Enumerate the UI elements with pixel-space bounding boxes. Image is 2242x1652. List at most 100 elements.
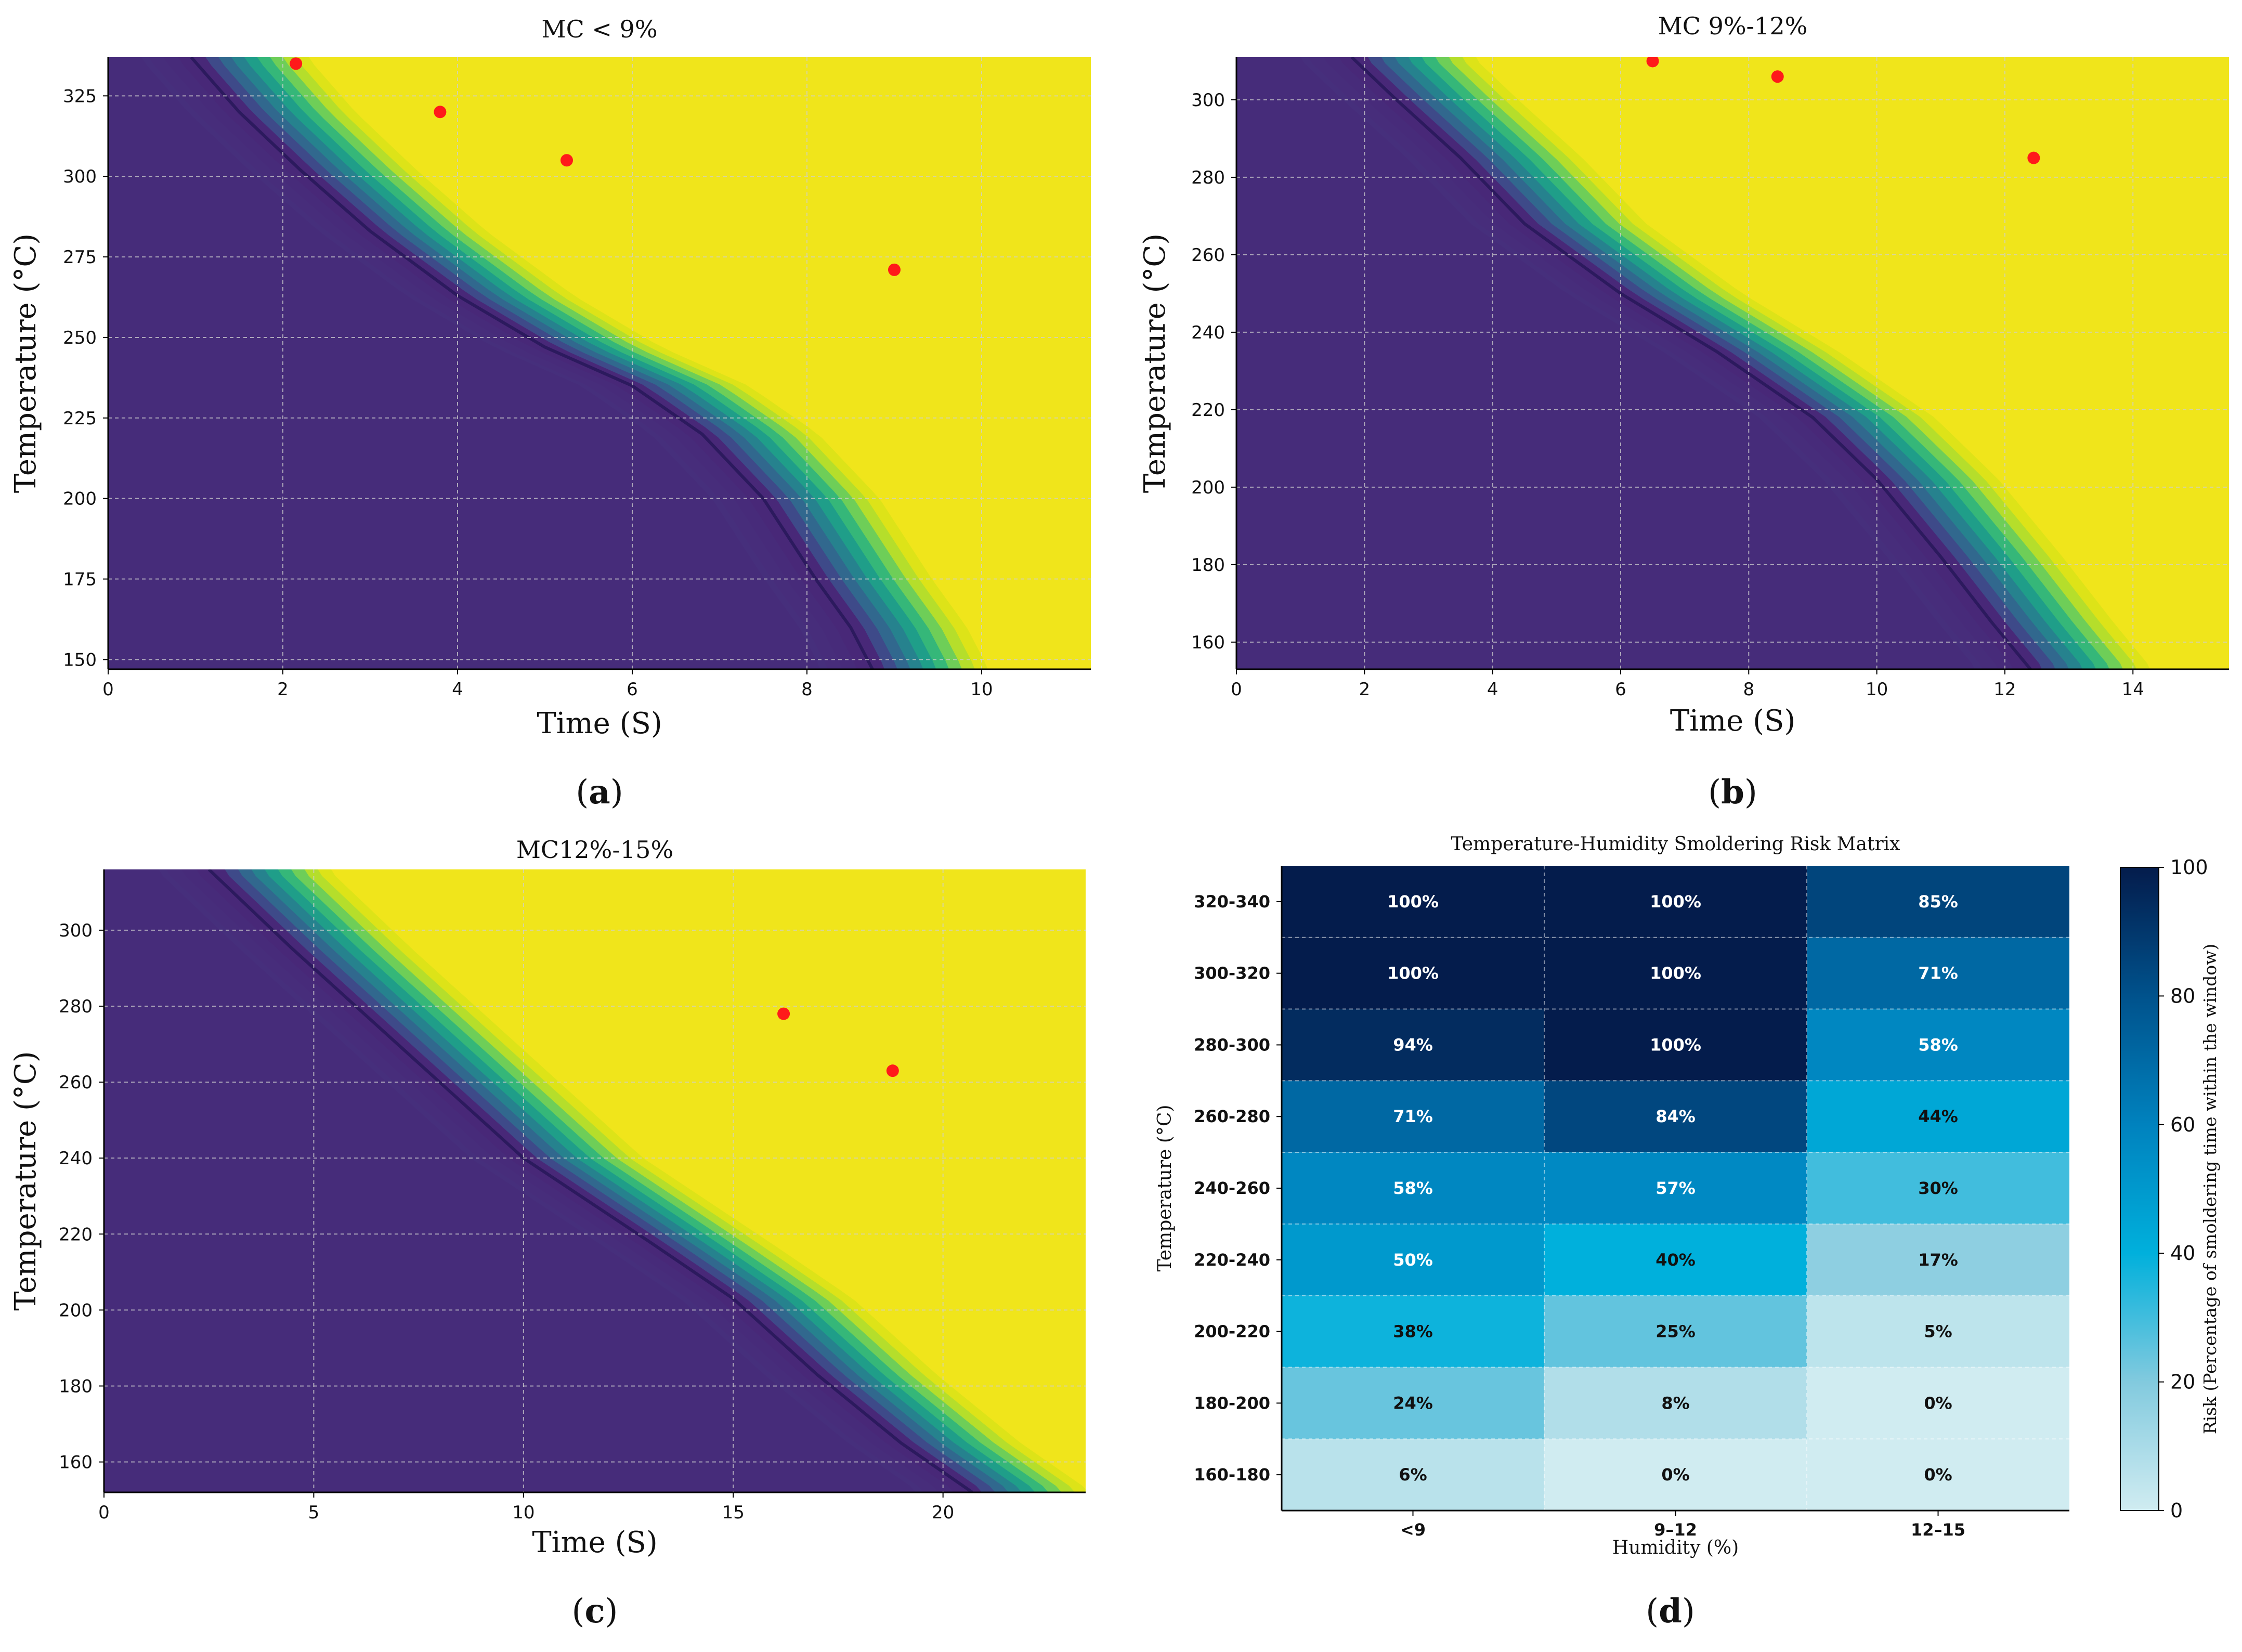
heatmap-cell xyxy=(1544,1152,1807,1224)
y-tick-label: 180-200 xyxy=(1194,1393,1270,1413)
chart-title: MC12%-15% xyxy=(516,836,673,864)
heatmap-cell xyxy=(1282,1081,1544,1153)
y-tick-label: 175 xyxy=(63,569,97,590)
colorbar-tick-label: 40 xyxy=(2170,1242,2195,1265)
x-tick-label: 4 xyxy=(1487,679,1498,700)
y-tick-label: 240-260 xyxy=(1194,1178,1270,1198)
heatmap-cell-label: 100% xyxy=(1387,892,1439,912)
panel-label: (d) xyxy=(1646,1592,1695,1631)
heatmap-cell-label: 100% xyxy=(1387,964,1439,983)
heatmap-cell-label: 71% xyxy=(1393,1107,1433,1126)
heatmap-cell xyxy=(1807,1295,2069,1368)
y-tick-label: 200 xyxy=(63,489,97,510)
boundary-line xyxy=(207,869,973,1492)
heatmap-cell-label: 57% xyxy=(1656,1178,1696,1198)
y-tick-label: 200-220 xyxy=(1194,1322,1270,1342)
y-tick-label: 320-340 xyxy=(1194,892,1270,912)
y-tick-label: 300 xyxy=(59,920,93,941)
colorbar-tick-label: 0 xyxy=(2170,1499,2183,1522)
colorbar xyxy=(2120,867,2159,1511)
heatmap-cell xyxy=(1544,1439,1807,1511)
y-tick-label: 220 xyxy=(59,1224,93,1245)
heatmap-cell-label: 100% xyxy=(1650,892,1701,912)
y-tick-label: 280 xyxy=(1191,167,1225,188)
heatmap-cell-label: 17% xyxy=(1918,1250,1958,1270)
heatmap-cell xyxy=(1282,1009,1544,1081)
x-tick-label: 20 xyxy=(932,1502,954,1523)
data-point xyxy=(777,1007,790,1020)
y-tick-label: 280-300 xyxy=(1194,1035,1270,1055)
heatmap-cell xyxy=(1282,1295,1544,1368)
panel-label: (a) xyxy=(576,773,623,812)
y-tick-label: 325 xyxy=(63,86,97,107)
heatmap-cell-label: 24% xyxy=(1393,1393,1433,1413)
plot-area xyxy=(108,57,1091,669)
heatmap-cell xyxy=(1282,1224,1544,1296)
data-point xyxy=(2027,151,2040,164)
y-tick-label: 300 xyxy=(1191,90,1225,111)
data-point xyxy=(1771,70,1784,83)
heatmap-cell-label: 8% xyxy=(1661,1393,1689,1413)
x-tick-label: 15 xyxy=(722,1502,745,1523)
y-tick-label: 220 xyxy=(1191,400,1225,421)
heatmap-cell-label: 85% xyxy=(1918,892,1958,912)
data-point xyxy=(888,263,901,276)
x-tick-label: 2 xyxy=(277,679,289,700)
x-axis-label: Time (S) xyxy=(537,707,662,740)
contour-band xyxy=(1236,57,2013,669)
heatmap-cell-label: 100% xyxy=(1650,964,1701,983)
x-tick-label: 0 xyxy=(1231,679,1242,700)
y-tick-label: 180 xyxy=(1191,555,1225,576)
data-point xyxy=(290,57,303,70)
heatmap-cell xyxy=(1282,1152,1544,1224)
x-tick-label: 8 xyxy=(801,679,813,700)
heatmap-cell-label: 71% xyxy=(1918,964,1958,983)
x-tick-label: 10 xyxy=(1866,679,1888,700)
heatmap-cell xyxy=(1807,1009,2069,1081)
heatmap-cell xyxy=(1282,1367,1544,1439)
y-tick-label: 225 xyxy=(63,408,97,429)
chart-title: Temperature-Humidity Smoldering Risk Mat… xyxy=(1451,834,1900,855)
heatmap-cell-label: 25% xyxy=(1656,1322,1696,1342)
y-tick-label: 280 xyxy=(59,996,93,1017)
contour-band xyxy=(104,869,954,1492)
x-tick-label: 10 xyxy=(970,679,993,700)
colorbar-tick-label: 100 xyxy=(2170,856,2208,879)
heatmap-cell-label: 84% xyxy=(1656,1107,1696,1126)
boundary-line xyxy=(1350,57,2032,669)
heatmap-cell-label: 30% xyxy=(1918,1178,1958,1198)
panel-label: (c) xyxy=(572,1592,618,1631)
data-point xyxy=(434,106,447,119)
heatmap-cell-label: 94% xyxy=(1393,1035,1433,1055)
chart-panel-c: 0 5 10 15 20 160 180 200 220 240 260 280 300 MC12%-15… xyxy=(9,836,1086,1631)
y-tick-label: 220-240 xyxy=(1194,1250,1270,1270)
y-axis-label: Temperature (°C) xyxy=(9,233,43,493)
heatmap-cell xyxy=(1544,1367,1807,1439)
y-tick-label: 300 xyxy=(63,166,97,187)
heatmap-cell xyxy=(1807,1224,2069,1296)
y-tick-label: 240 xyxy=(59,1148,93,1169)
y-axis-label: Temperature (°C) xyxy=(1138,233,1172,493)
heatmap-cell-label: 58% xyxy=(1393,1178,1433,1198)
y-tick-label: 300-320 xyxy=(1194,964,1270,983)
contour-band xyxy=(108,57,857,669)
y-tick-label: 160 xyxy=(59,1452,93,1473)
y-tick-label: 240 xyxy=(1191,322,1225,343)
y-tick-label: 160 xyxy=(1191,632,1225,653)
heatmap-cell-label: 5% xyxy=(1924,1322,1952,1342)
colorbar-tick-label: 20 xyxy=(2170,1371,2195,1394)
heatmap-cell xyxy=(1282,937,1544,1009)
y-axis-label: Temperature (°C) xyxy=(1154,1105,1176,1272)
y-tick-label: 200 xyxy=(1191,477,1225,498)
heatmap-cell xyxy=(1544,866,1807,938)
y-axis-label: Temperature (°C) xyxy=(9,1051,43,1310)
plot-area xyxy=(104,869,1086,1492)
heatmap-cell xyxy=(1544,1295,1807,1368)
data-point xyxy=(886,1064,899,1077)
heatmap-cell-label: 0% xyxy=(1661,1465,1689,1485)
heatmap-cell-label: 0% xyxy=(1924,1393,1952,1413)
heatmap-cell xyxy=(1544,937,1807,1009)
x-tick-label: 10 xyxy=(512,1502,535,1523)
heatmap-cell xyxy=(1807,1152,2069,1224)
heatmap-cell xyxy=(1544,1081,1807,1153)
